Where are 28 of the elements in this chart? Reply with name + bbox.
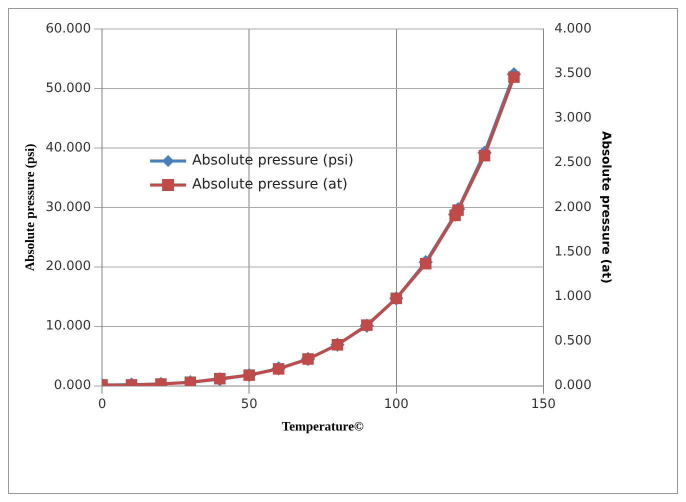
x-tick-label: 0 <box>98 396 106 412</box>
y2-tick-label: 1.000 <box>554 288 592 304</box>
x-tick-label: 100 <box>384 396 409 412</box>
y2-tick-label: 4.000 <box>554 21 592 36</box>
x-tick-label: 150 <box>530 396 556 412</box>
y-tick-label: 50.000 <box>46 80 92 96</box>
y-tick-label: 30.000 <box>46 200 92 215</box>
point <box>420 258 432 270</box>
y-tick-label: 40.000 <box>46 140 92 156</box>
legend-label: Absolute pressure (psi) <box>192 152 354 169</box>
x-tick-label: 50 <box>240 396 258 412</box>
y-tick-label: 0.000 <box>54 378 92 394</box>
y-axis-title: Absolute pressure (psi) <box>22 144 38 272</box>
y2-axis-title: Absolute pressure (at) <box>600 131 614 284</box>
y-tick-label: 60.000 <box>46 21 92 36</box>
legend-label: Absolute pressure (at) <box>192 176 348 193</box>
y2-tick-label: 1.500 <box>554 244 592 260</box>
y2-tick-label: 0.000 <box>554 378 592 394</box>
point <box>508 71 520 83</box>
point <box>478 150 490 162</box>
y2-tick-label: 0.500 <box>554 334 592 349</box>
y2-tick-label: 2.000 <box>554 200 592 215</box>
y2-tick-label: 3.500 <box>554 66 592 81</box>
y-tick-label: 20.000 <box>46 259 92 274</box>
y2-tick-label: 3.000 <box>554 110 592 126</box>
x-axis-title: Temperature© <box>282 418 364 434</box>
y2-tick-label: 2.500 <box>554 155 592 170</box>
y-tick-label: 10.000 <box>46 318 92 334</box>
